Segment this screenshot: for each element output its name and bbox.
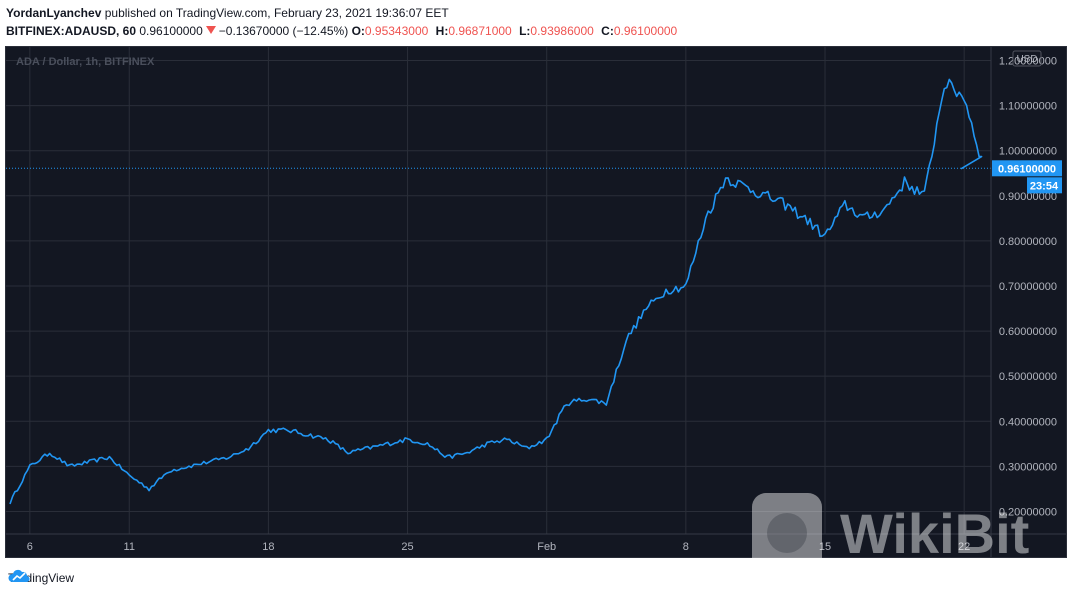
publish-info: YordanLyanchev published on TradingView.… [6,5,1066,21]
currency-box [1012,50,1042,67]
x-tick-label: 11 [124,541,135,553]
last-price: 0.96100000 [139,24,203,38]
x-tick-label: 18 [262,541,274,553]
x-tick-label: Feb [537,541,556,553]
footer: TradingView [8,569,74,587]
down-triangle-icon [205,26,216,34]
low-label: L: [519,24,531,38]
published-text: published on TradingView.com, February 2… [104,6,449,20]
y-tick-label: 1.10000000 [999,101,1057,113]
tradingview-cloud-icon [8,569,30,583]
close-label: C: [601,24,614,38]
chart-title: ADA / Dollar, 1h, BITFINEX [16,56,155,68]
open-value: 0.95343000 [364,24,429,38]
x-tick-label: 25 [401,541,413,553]
x-tick-label: 8 [683,541,689,553]
high-label: H: [435,24,449,38]
y-tick-label: 1.00000000 [999,146,1057,158]
price-chart[interactable]: 0.20000000 0.30000000 0.40000000 0.50000000… [6,47,1066,557]
countdown-label: 23:54 [1030,180,1059,192]
y-tick-label: 0.60000000 [999,326,1057,338]
high-value: 0.96871000 [448,24,512,38]
x-tick-label: 6 [27,541,33,553]
y-tick-label: 0.70000000 [999,281,1057,293]
chart-grid [6,47,991,534]
symbol-label: BITFINEX:ADAUSD, 60 [6,24,137,38]
chart-header: YordanLyanchev published on TradingView.… [6,5,1066,39]
current-price-label: 0.96100000 [998,163,1056,175]
price-series [6,78,991,505]
low-value: 0.93986000 [530,24,594,38]
y-tick-label: 0.30000000 [999,461,1057,473]
x-tick-label: 15 [819,541,831,553]
open-label: O: [351,24,365,38]
y-tick-label: 0.40000000 [999,416,1057,428]
author-name[interactable]: YordanLyanchev [6,6,102,20]
ada-price-line [9,78,983,505]
y-tick-label: 0.50000000 [999,371,1057,383]
chart-axes: 0.20000000 0.30000000 0.40000000 0.50000000… [6,47,1066,557]
price-change: −0.13670000 (−12.45%) [218,24,349,38]
y-tick-label: 0.90000000 [999,191,1057,203]
current-price-badge [992,160,1062,177]
y-tick-label: 0.20000000 [999,506,1057,518]
chart-area[interactable]: 0.20000000 0.30000000 0.40000000 0.50000000… [5,46,1067,558]
symbol-info: BITFINEX:ADAUSD, 60 0.96100000 −0.1367000… [6,23,1066,39]
countdown-badge [1027,177,1062,194]
close-value: 0.96100000 [613,24,678,38]
y-tick-label: 0.80000000 [999,236,1057,248]
x-tick-label: 22 [958,541,970,553]
currency-label: USD [1016,54,1037,65]
